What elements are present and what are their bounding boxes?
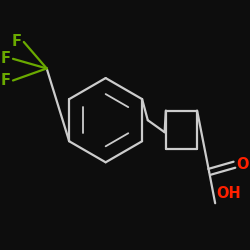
Text: OH: OH — [216, 186, 241, 201]
Text: F: F — [0, 51, 10, 66]
Text: F: F — [12, 34, 22, 50]
Text: O: O — [236, 157, 249, 172]
Text: F: F — [0, 73, 10, 88]
